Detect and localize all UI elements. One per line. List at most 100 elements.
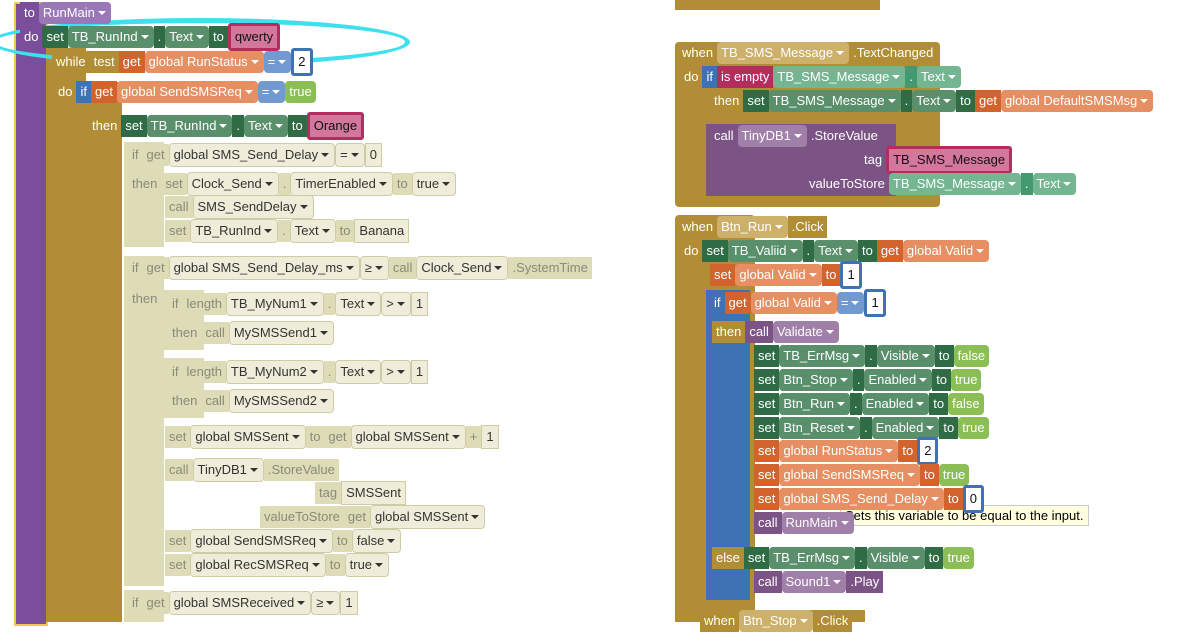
- dropdown[interactable]: =: [257, 81, 286, 103]
- dropdown[interactable]: global SendSMSReq: [779, 464, 921, 486]
- dropdown[interactable]: RunMain: [38, 2, 111, 24]
- dropdown[interactable]: Validate: [772, 321, 839, 343]
- dropdown[interactable]: TB_RunInd: [67, 26, 154, 48]
- dropdown[interactable]: TB_Valiid: [727, 240, 803, 262]
- block-label: to: [924, 547, 944, 569]
- dropdown[interactable]: TB_RunInd: [190, 219, 279, 243]
- dropdown[interactable]: TB_SMS_Message: [773, 66, 906, 88]
- dropdown[interactable]: global SMSSent: [369, 505, 486, 529]
- dropdown[interactable]: global Valid: [750, 292, 837, 314]
- block-label: .Click: [812, 610, 853, 632]
- dropdown[interactable]: RunMain: [781, 512, 854, 534]
- dropdown[interactable]: global SendSMSReq: [117, 81, 258, 103]
- dropdown[interactable]: Text: [814, 240, 858, 262]
- block-label: .StoreValue: [263, 459, 339, 481]
- block-label: when: [678, 216, 718, 238]
- dropdown[interactable]: Text: [335, 360, 382, 384]
- block-label: call: [201, 390, 229, 412]
- gold-stub: [675, 0, 880, 10]
- block-label: +: [465, 426, 482, 448]
- dropdown[interactable]: =: [836, 292, 865, 314]
- dropdown[interactable]: TinyDB1: [737, 125, 807, 147]
- block-label: set: [165, 554, 191, 576]
- dropdown[interactable]: global SMS_Send_Delay_ms: [168, 256, 360, 280]
- dropdown[interactable]: Btn_Run: [717, 216, 788, 238]
- dropdown[interactable]: global Valid: [902, 240, 990, 262]
- dropdown[interactable]: global SMS_Send_Delay: [779, 488, 944, 510]
- dropdown[interactable]: TB_ErrMsg: [769, 547, 855, 569]
- dropdown[interactable]: global SMSSent: [350, 425, 466, 449]
- dropdown[interactable]: global RecSMSReq: [190, 553, 326, 577]
- block-row: tag SMSSent: [315, 481, 406, 505]
- dropdown[interactable]: MySMSSend1: [228, 321, 334, 345]
- block-row: when Btn_Stop .Click: [700, 610, 853, 632]
- dropdown[interactable]: Text: [1032, 173, 1077, 195]
- dropdown[interactable]: Btn_Stop: [739, 610, 813, 632]
- dropdown[interactable]: Text: [912, 90, 957, 112]
- dropdown[interactable]: global RunStatus: [144, 51, 264, 73]
- dropdown[interactable]: >: [381, 292, 411, 316]
- block-label: set: [743, 547, 770, 569]
- dropdown[interactable]: false: [351, 529, 402, 553]
- dropdown[interactable]: Clock_Send: [416, 256, 509, 280]
- dropdown[interactable]: TB_MyNum1: [225, 292, 324, 316]
- dropdown[interactable]: global DefaultSMSMsg: [1001, 90, 1154, 112]
- dropdown[interactable]: Text: [244, 115, 288, 137]
- dropdown[interactable]: Enabled: [861, 393, 930, 415]
- dropdown[interactable]: TinyDB1: [192, 458, 264, 482]
- dropdown[interactable]: TB_SMS_Message: [888, 173, 1021, 195]
- block-label: set: [165, 220, 191, 242]
- block-label: to: [821, 264, 841, 286]
- dropdown[interactable]: MySMSSend2: [228, 389, 334, 413]
- dropdown[interactable]: Text: [165, 26, 210, 48]
- block-label: call: [754, 571, 782, 593]
- block-label: SMSSent: [341, 481, 406, 505]
- block-label: get: [142, 257, 169, 279]
- dropdown[interactable]: TB_RunInd: [146, 115, 233, 137]
- block-row: tag TB_SMS_Message: [860, 146, 1013, 174]
- block-row: do if get global SendSMSReq = true: [54, 81, 316, 103]
- dropdown[interactable]: global SMS_Send_Delay: [168, 143, 336, 167]
- dropdown[interactable]: Sound1: [781, 571, 847, 593]
- block-label: .Play: [846, 571, 884, 593]
- dropdown[interactable]: global SendSMSReq: [190, 529, 334, 553]
- dropdown[interactable]: TB_ErrMsg: [779, 345, 866, 367]
- dropdown[interactable]: TB_SMS_Message: [768, 90, 901, 112]
- block-label: when: [678, 42, 718, 64]
- dropdown[interactable]: global RunStatus: [779, 440, 899, 462]
- dropdown[interactable]: true: [344, 553, 390, 577]
- dropdown[interactable]: global SMSReceived: [168, 591, 312, 615]
- dropdown[interactable]: Visible: [876, 345, 935, 367]
- block-label: to: [325, 554, 345, 576]
- block-row: then set TB_RunInd. Text to Orange: [88, 112, 365, 140]
- dropdown[interactable]: SMS_SendDelay: [192, 195, 314, 219]
- block-label: qwerty: [227, 23, 281, 51]
- dropdown[interactable]: TimerEnabled: [290, 172, 393, 196]
- block-label: to: [335, 220, 355, 242]
- dropdown[interactable]: true: [411, 172, 457, 196]
- dropdown[interactable]: ≥: [311, 591, 341, 615]
- dropdown[interactable]: >: [381, 360, 411, 384]
- dropdown[interactable]: TB_SMS_Message: [717, 42, 850, 64]
- block-label: to: [943, 488, 963, 510]
- dropdown[interactable]: global Valid: [735, 264, 822, 286]
- block-label: 2: [291, 48, 313, 76]
- dropdown[interactable]: Text: [335, 292, 382, 316]
- dropdown[interactable]: ≥: [359, 256, 389, 280]
- dropdown[interactable]: Text: [289, 219, 336, 243]
- dropdown[interactable]: =: [263, 51, 292, 73]
- dropdown[interactable]: Btn_Run: [779, 393, 850, 415]
- dropdown[interactable]: Enabled: [871, 417, 940, 439]
- dropdown[interactable]: Btn_Reset: [779, 417, 861, 439]
- dropdown[interactable]: Text: [917, 66, 961, 88]
- block-label: false: [953, 345, 990, 367]
- dropdown[interactable]: Clock_Send: [186, 172, 279, 196]
- dropdown[interactable]: Visible: [866, 547, 925, 569]
- dropdown[interactable]: =: [335, 143, 365, 167]
- block-label: then: [710, 90, 744, 112]
- dropdown[interactable]: Btn_Stop: [779, 369, 853, 391]
- dropdown[interactable]: TB_MyNum2: [225, 360, 324, 384]
- dropdown[interactable]: Enabled: [864, 369, 933, 391]
- dropdown[interactable]: global SMSSent: [190, 425, 306, 449]
- block-row: while test get global RunStatus = 2: [52, 48, 313, 76]
